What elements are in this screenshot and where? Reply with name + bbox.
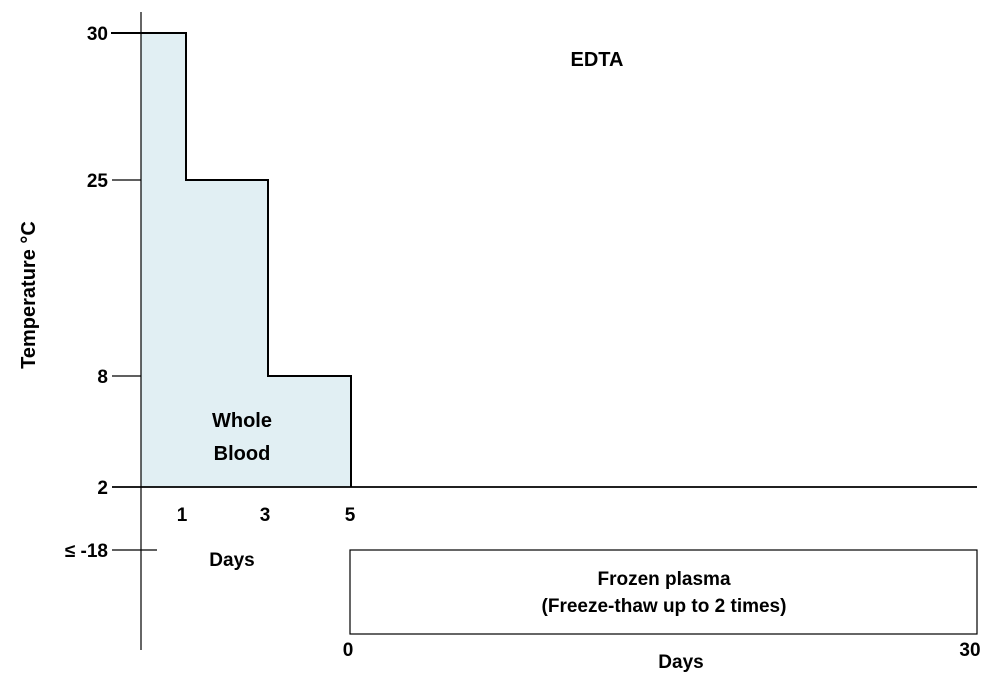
whole-blood-step-outline xyxy=(111,32,352,487)
y-tick-label-2: 2 xyxy=(97,478,108,499)
whole-blood-label-line1: Whole xyxy=(212,410,272,432)
wb-x-tick-label-3: 3 xyxy=(260,505,271,526)
wb-x-tick-label-1: 1 xyxy=(177,505,188,526)
y-tick-label-30: 30 xyxy=(87,24,108,45)
y-tick-label-minus18: ≤ -18 xyxy=(65,541,108,562)
y-axis-label: Temperature °C xyxy=(18,221,40,369)
whole-blood-label-line2: Blood xyxy=(214,443,271,465)
whole-blood-area xyxy=(141,33,351,487)
frozen-plasma-label-line1: Frozen plasma xyxy=(597,569,730,590)
wb-x-axis-label: Days xyxy=(209,550,254,571)
chart-title: EDTA xyxy=(571,49,624,71)
y-tick-label-8: 8 xyxy=(97,367,108,388)
y-tick-label-25: 25 xyxy=(87,171,109,192)
frozen-plasma-label-line2: (Freeze-thaw up to 2 times) xyxy=(542,596,787,617)
fp-x-axis-label: Days xyxy=(658,652,703,673)
fp-x-tick-label-0: 0 xyxy=(343,640,354,661)
frozen-plasma-box xyxy=(349,549,978,635)
wb-x-tick-label-5: 5 xyxy=(345,505,356,526)
fp-x-tick-label-30: 30 xyxy=(959,640,980,661)
